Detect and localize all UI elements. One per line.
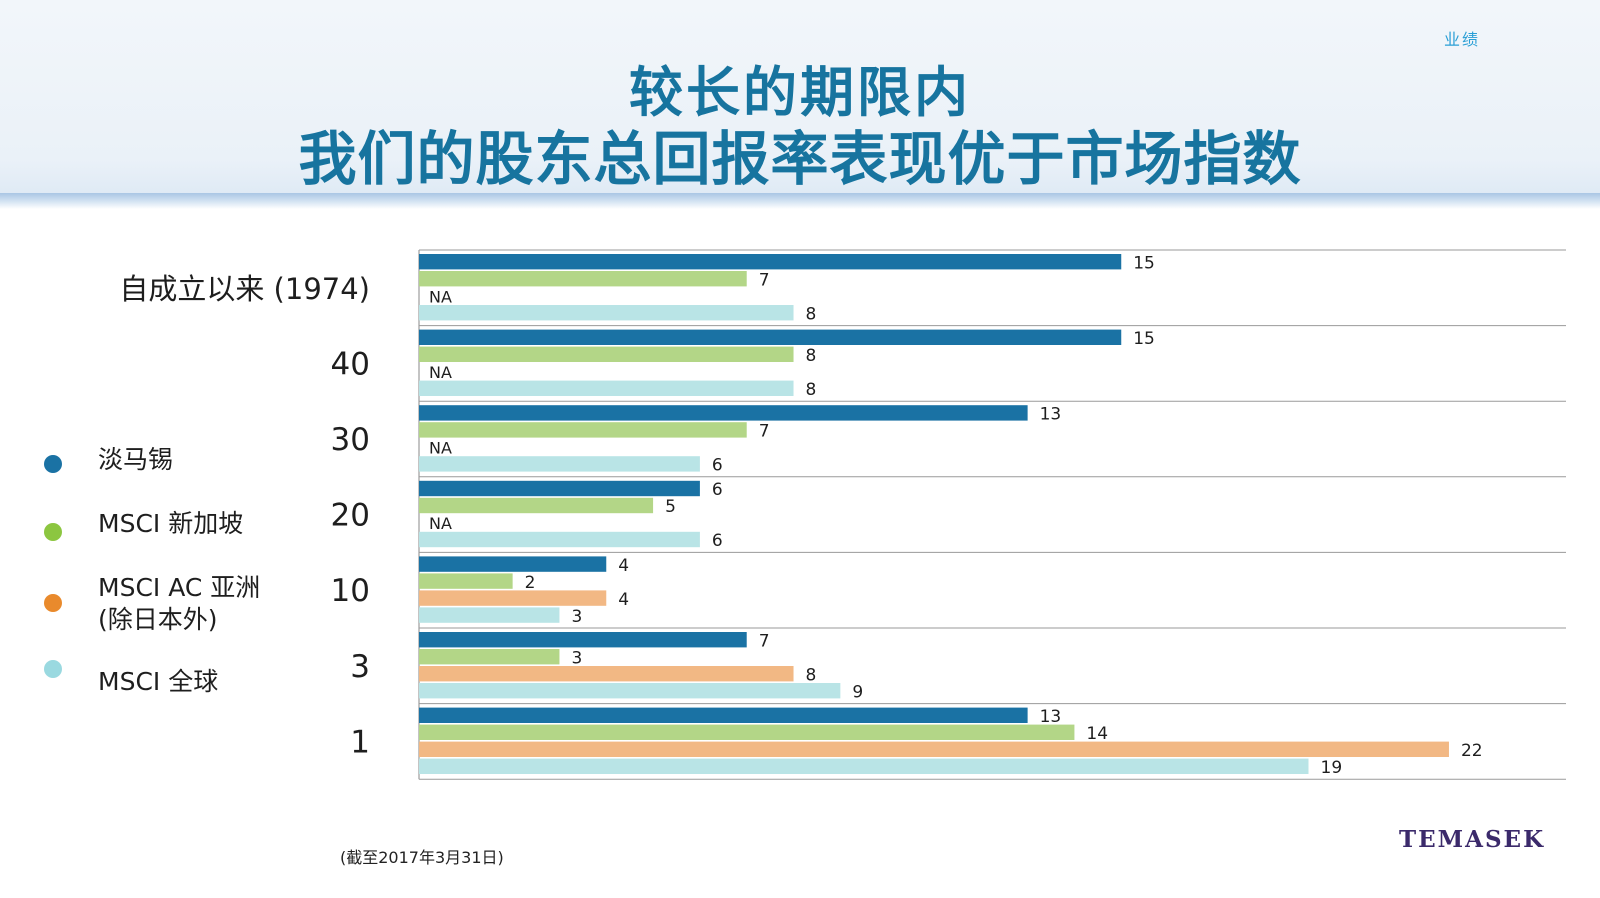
bar [419,329,1122,345]
data-label: 4 [618,556,629,576]
bar [419,707,1028,723]
na-label: NA [429,514,452,533]
category-label: 10 [331,573,370,609]
bar [419,422,747,438]
bar [419,556,607,572]
bar [419,590,607,606]
bar [419,632,747,648]
legend-marker-temasek [44,455,62,473]
na-label: NA [429,287,452,306]
data-label: 6 [712,480,723,500]
bar [419,497,654,514]
data-label: 13 [1040,707,1062,727]
bar [419,346,794,362]
category-label: 自成立以来 (1974) [119,272,370,306]
legend-label-temasek: 淡马锡 [98,445,174,474]
legend-marker-msci-world [44,660,62,678]
bar [419,380,794,396]
data-label: 19 [1321,758,1343,778]
legend-marker-msci-ac-asia [44,594,62,612]
bar [419,741,1449,757]
category-label: 30 [331,422,370,458]
bar [419,531,700,548]
category-label: 20 [331,498,370,534]
header-divider-band [0,193,1600,209]
data-label: 22 [1461,741,1483,761]
na-label: NA [429,363,452,382]
data-label: 8 [806,346,817,366]
bar [419,573,513,589]
data-label: 7 [759,422,770,442]
data-label: 15 [1133,253,1155,273]
section-tag: 业绩 [1443,30,1480,49]
data-label: 3 [571,648,582,668]
footnote-date: (截至2017年3月31日) [340,848,504,867]
bar [419,456,700,472]
data-label: 6 [712,456,723,476]
bar [419,758,1309,774]
category-label: 3 [350,649,370,685]
data-label: 14 [1086,724,1108,744]
data-label: 5 [665,497,676,517]
bar [419,649,560,665]
data-label: 7 [759,270,770,290]
bar [419,254,1122,270]
bar [419,724,1075,740]
header-background [0,0,1600,200]
category-label: 1 [350,724,370,760]
data-label: 7 [759,631,770,651]
data-label: 2 [525,573,536,593]
data-label: 8 [806,665,817,685]
page-title-line2: 我们的股东总回报率表现优于市场指数 [298,125,1302,193]
category-label: 40 [331,346,370,382]
bar [419,405,1028,421]
data-label: 6 [712,531,723,551]
legend-label-msci-world: MSCI 全球 [98,667,219,696]
data-label: 13 [1040,405,1062,425]
data-label: 4 [618,590,629,610]
legend-label-msci-ac-asia: MSCI AC 亚洲 (除日本外) [98,573,261,634]
bar [419,666,794,682]
temasek-logo: TEMASEK [1399,826,1546,853]
data-label: 3 [571,607,582,627]
bar [419,480,700,497]
bar [419,683,841,699]
data-label: 8 [806,380,817,400]
data-label: 9 [852,682,863,702]
na-label: NA [429,439,452,458]
chart-plot-area: 自成立以来 (1974)157NA840158NA830137NA62065NA… [119,249,1566,780]
data-label: 8 [806,304,817,324]
page-title-line1: 较长的期限内 [629,61,971,124]
bar [419,305,794,321]
legend-marker-msci-singapore [44,523,62,541]
data-label: 15 [1133,329,1155,349]
bar [419,271,747,287]
legend-label-msci-singapore: MSCI 新加坡 [98,509,244,538]
bar [419,607,560,623]
